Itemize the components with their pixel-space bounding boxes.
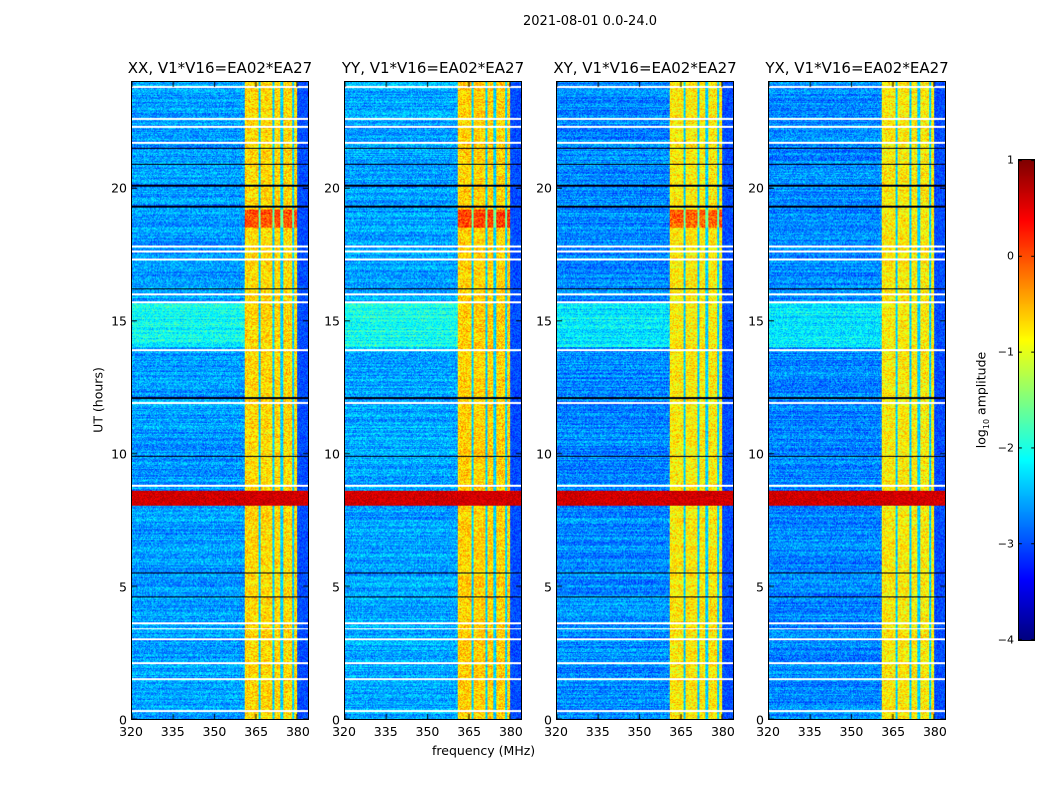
y-tick-label: 20 [536, 180, 552, 195]
x-tick-label: 380 [285, 724, 310, 739]
y-tick-label: 0 [756, 712, 764, 728]
y-tick-label: 15 [111, 313, 127, 329]
y-tick-label: 5 [119, 579, 127, 595]
y-tick-label: 20 [324, 180, 340, 195]
x-tick-label: 380 [498, 724, 523, 739]
x-tick-label: 350 [202, 724, 227, 739]
y-tick-label: 10 [111, 446, 127, 462]
y-tick-label: 15 [748, 313, 764, 329]
panel-title: YY, V1*V16=EA02*EA27 [341, 59, 525, 77]
y-tick-label: 0 [332, 712, 340, 728]
colorbar [1018, 159, 1035, 641]
x-tick-label: 350 [627, 724, 652, 739]
colorbar-tick-label: −3 [997, 537, 1014, 551]
panel-title: XX, V1*V16=EA02*EA27 [127, 59, 313, 77]
x-tick-label: 350 [839, 724, 864, 739]
x-tick-label: 320 [332, 724, 356, 739]
panel-title: YX, V1*V16=EA02*EA27 [765, 59, 949, 77]
y-tick-label: 5 [756, 579, 764, 595]
x-tick-label: 335 [797, 724, 822, 739]
colorbar-tick-label: −1 [997, 345, 1014, 359]
x-tick-label: 320 [544, 724, 568, 739]
y-tick-label: 20 [111, 180, 127, 195]
colorbar-tick-label: −4 [997, 633, 1014, 647]
y-tick-label: 10 [536, 446, 552, 462]
y-tick-label: 5 [332, 579, 340, 595]
x-axis-label: frequency (MHz) [432, 743, 536, 758]
heatmap-panel [768, 81, 946, 720]
y-tick-label: 0 [544, 712, 552, 728]
x-tick-label: 335 [373, 724, 398, 739]
x-tick-label: 350 [415, 724, 440, 739]
figure-title: 2021-08-01 0.0-24.0 [523, 14, 657, 29]
x-tick-label: 365 [244, 724, 269, 739]
x-tick-label: 320 [756, 724, 780, 739]
x-tick-label: 335 [160, 724, 185, 739]
y-tick-label: 10 [748, 446, 764, 462]
x-tick-label: 365 [457, 724, 482, 739]
x-tick-label: 380 [922, 724, 947, 739]
x-tick-label: 335 [585, 724, 610, 739]
colorbar-label: log10 amplitude [973, 351, 991, 449]
y-tick-label: 15 [324, 313, 340, 329]
heatmap-panel [344, 81, 522, 720]
y-tick-label: 5 [544, 579, 552, 595]
heatmap-panel [131, 81, 309, 720]
y-tick-label: 15 [536, 313, 552, 329]
colorbar-tick-label: 1 [1007, 153, 1014, 167]
y-axis-label: UT (hours) [90, 367, 106, 433]
x-tick-label: 380 [710, 724, 735, 739]
colorbar-tick-label: −2 [997, 441, 1014, 455]
x-tick-label: 365 [881, 724, 906, 739]
y-tick-label: 20 [748, 180, 764, 195]
y-tick-label: 0 [119, 712, 127, 728]
y-tick-label: 10 [324, 446, 340, 462]
x-tick-label: 320 [119, 724, 143, 739]
colorbar-tick-label: 0 [1007, 249, 1014, 263]
x-tick-label: 365 [669, 724, 694, 739]
panel-title: XY, V1*V16=EA02*EA27 [553, 59, 737, 77]
heatmap-panel [556, 81, 734, 720]
